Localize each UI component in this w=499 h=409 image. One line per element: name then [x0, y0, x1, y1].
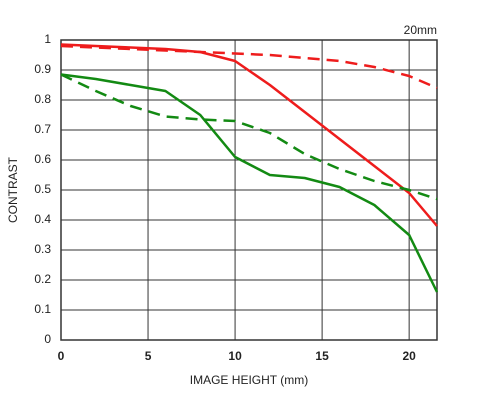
y-tick-label: 0.1: [34, 302, 51, 316]
x-tick-label: 0: [58, 349, 65, 363]
line-series: [60, 44, 438, 90]
x-tick-label: 5: [145, 349, 152, 363]
x-tick-label: 15: [315, 349, 329, 363]
y-tick-label: 0: [44, 332, 51, 346]
y-tick-label: 0.3: [34, 242, 51, 256]
chart-title: 20mm: [404, 23, 437, 37]
line-series: [60, 73, 439, 293]
line-series: [60, 43, 438, 227]
line-series: [60, 73, 438, 201]
y-tick-label: 0.9: [34, 62, 51, 76]
y-tick-label: 0.4: [34, 212, 51, 226]
x-tick-label: 10: [228, 349, 242, 363]
y-tick-label: 0.6: [34, 152, 51, 166]
x-axis-label: IMAGE HEIGHT (mm): [190, 373, 308, 387]
y-tick-label: 0.8: [34, 92, 51, 106]
y-tick-label: 0.2: [34, 272, 51, 286]
y-axis-label: CONTRAST: [6, 156, 20, 223]
y-tick-label: 1: [44, 32, 51, 46]
y-tick-label: 0.7: [34, 122, 51, 136]
x-tick-label: 20: [402, 349, 416, 363]
plot-frame: [60, 39, 438, 341]
y-tick-label: 0.5: [34, 182, 51, 196]
